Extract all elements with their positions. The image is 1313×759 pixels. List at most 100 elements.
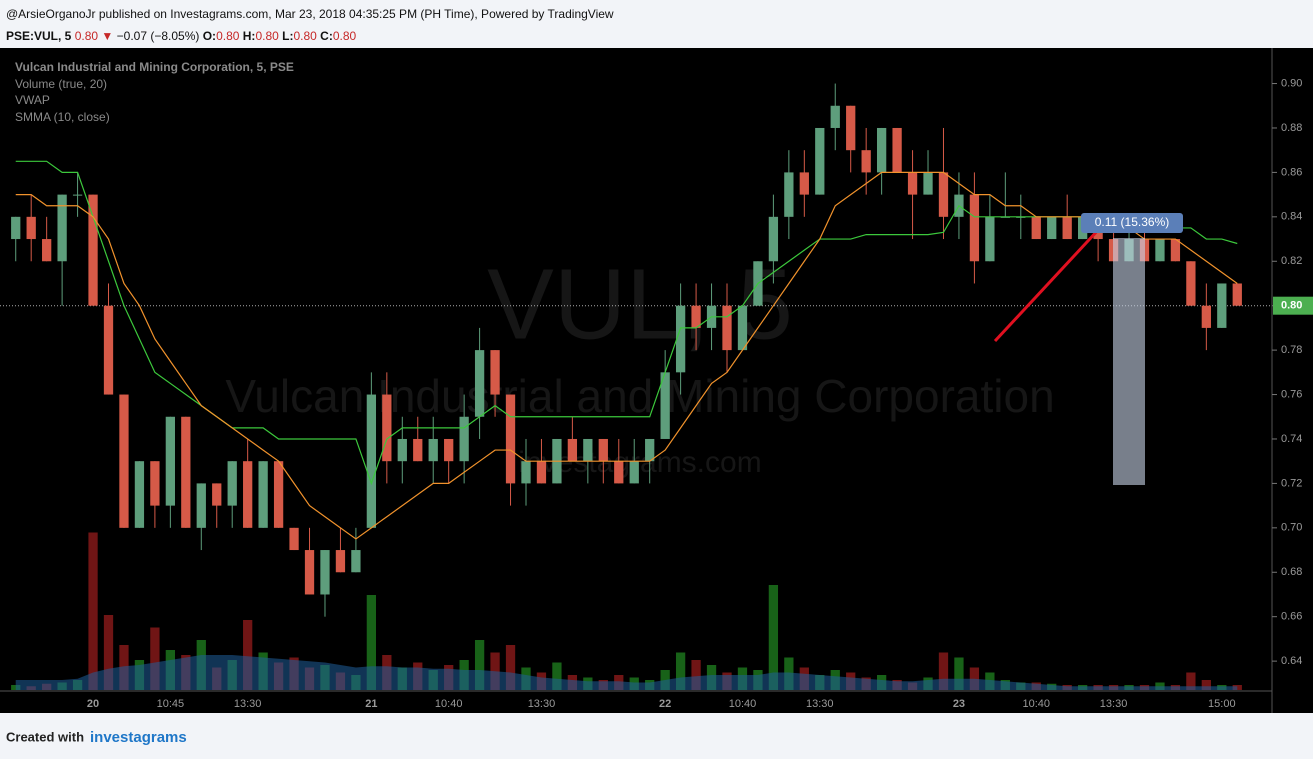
candle-body — [490, 350, 500, 395]
candle-body — [351, 550, 361, 573]
y-tick-label: 0.78 — [1281, 344, 1302, 356]
volume-bar — [150, 627, 160, 690]
x-tick-label: 10:40 — [729, 698, 757, 710]
y-tick-label: 0.66 — [1281, 611, 1302, 623]
candle-body — [876, 127, 887, 173]
candle-body — [196, 483, 206, 528]
y-tick-label: 0.82 — [1281, 255, 1302, 267]
volume-ma-area — [15, 655, 1238, 690]
candle-body — [150, 461, 160, 506]
chart-panel — [0, 48, 1313, 713]
x-tick-label: 15:00 — [1208, 698, 1236, 710]
volume-bar — [243, 620, 253, 690]
volume-bar — [552, 662, 562, 690]
c-value: 0.80 — [333, 29, 357, 43]
x-tick-label: 13:30 — [234, 698, 262, 710]
volume-bar — [366, 595, 377, 690]
last-price-box — [1273, 296, 1313, 315]
volume-bar — [675, 652, 686, 690]
change: −0.07 (−8.05%) — [117, 29, 200, 43]
footer-created: Created with — [6, 729, 84, 744]
candle-body — [923, 172, 933, 195]
candle-body — [382, 394, 392, 462]
candle-body — [768, 216, 779, 262]
x-tick-label: 13:30 — [528, 698, 556, 710]
candle-body — [675, 305, 686, 373]
candle-body — [428, 438, 438, 462]
volume-bar — [505, 645, 516, 690]
candle-body — [583, 438, 593, 462]
candle-body — [11, 216, 21, 240]
candle-body — [567, 438, 578, 462]
candle-body — [598, 438, 608, 462]
y-tick-label: 0.90 — [1281, 77, 1302, 89]
watermark-name: Vulcan Industrial and Mining Corporation — [225, 370, 1054, 422]
candle-body — [474, 350, 485, 417]
candle-body — [784, 172, 794, 217]
candle-body — [258, 461, 268, 528]
x-tick-label: 10:40 — [435, 698, 463, 710]
x-tick-label: 23 — [953, 698, 965, 710]
c-label: C: — [320, 29, 333, 43]
y-tick-label: 0.76 — [1281, 388, 1302, 400]
o-label: O: — [203, 29, 216, 43]
arrow: ▼ — [101, 29, 113, 43]
candle-body — [907, 172, 918, 195]
candle-body — [459, 416, 469, 462]
volume-bar — [691, 660, 701, 690]
candle-body — [57, 194, 67, 262]
y-tick-label: 0.74 — [1281, 433, 1302, 445]
candle-body — [536, 461, 547, 484]
legend: Vulcan Industrial and Mining Corporation… — [15, 60, 294, 124]
volume-bar — [88, 532, 98, 690]
h-value: 0.80 — [255, 29, 279, 43]
ohlc-line: PSE:VUL, 5 0.80 ▼ −0.07 (−8.05%) O:0.80 … — [6, 29, 357, 43]
candle-body — [1170, 239, 1181, 262]
candle-body — [1232, 283, 1242, 306]
candle-body — [304, 550, 315, 595]
measure-range — [1113, 238, 1145, 485]
candle-body — [165, 416, 175, 506]
last-price-label: 0.80 — [1281, 300, 1302, 312]
candle-body — [320, 550, 330, 595]
legend-line: VWAP — [15, 93, 50, 107]
y-tick-label: 0.70 — [1281, 522, 1302, 534]
x-tick-label: 22 — [659, 698, 671, 710]
volume-bar — [11, 685, 21, 690]
candle-body — [1217, 283, 1227, 328]
candle-body — [799, 172, 809, 195]
x-tick-label: 13:30 — [1100, 698, 1128, 710]
x-tick-label: 13:30 — [806, 698, 834, 710]
candle-body — [103, 305, 114, 395]
candle-body — [1047, 216, 1057, 240]
x-tick-label: 21 — [365, 698, 377, 710]
volume-bar — [474, 640, 485, 690]
measure-box — [1081, 213, 1183, 233]
candle-body — [629, 461, 639, 484]
x-tick-label: 10:45 — [157, 698, 185, 710]
candle-body — [444, 438, 454, 462]
candle-body — [119, 394, 129, 528]
candle-body — [985, 216, 995, 262]
symbol: PSE:VUL, 5 — [6, 29, 72, 43]
published-line: @ArsieOrganoJr published on Investagrams… — [6, 7, 614, 21]
candle-body — [243, 461, 253, 528]
o-value: 0.80 — [216, 29, 240, 43]
volume-bar — [1201, 680, 1211, 690]
volume-bar — [938, 652, 949, 690]
candle-body — [737, 305, 748, 351]
candle-body — [691, 305, 701, 328]
candle-body — [335, 550, 346, 573]
volume-bar — [103, 615, 114, 690]
candle-body — [1155, 239, 1165, 262]
candle-body — [289, 527, 299, 551]
footer-brand: investagrams — [90, 729, 187, 746]
annotation-arrow — [993, 226, 1102, 343]
candle-body — [938, 172, 949, 217]
candle-body — [1062, 216, 1072, 240]
candle-body — [212, 483, 222, 506]
l-label: L: — [282, 29, 293, 43]
x-tick-label: 20 — [87, 698, 99, 710]
